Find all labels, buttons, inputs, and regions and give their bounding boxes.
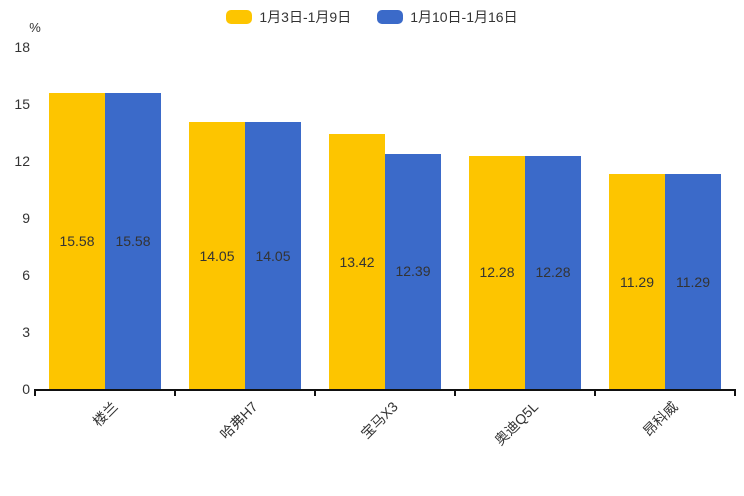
bar-series2-group3: 12.39: [385, 153, 441, 389]
x-axis-line: [35, 389, 736, 391]
legend-item-week1[interactable]: 1月3日-1月9日: [226, 8, 351, 26]
bar-value-label: 15.58: [59, 232, 95, 249]
y-axis-tick-label: 6: [22, 267, 30, 283]
x-axis-category-label: 昂科威: [639, 398, 681, 440]
bar-value-label: 11.29: [676, 273, 710, 290]
legend-label-week2: 1月10日-1月16日: [410, 9, 518, 25]
x-axis-tick-mark: [34, 389, 36, 396]
legend-label-week1: 1月3日-1月9日: [259, 9, 352, 25]
x-axis-tick-mark: [314, 389, 316, 396]
bar-series2-group4: 12.28: [525, 155, 581, 389]
bar-value-label: 15.58: [115, 232, 151, 249]
bar-value-label: 12.28: [535, 264, 571, 281]
y-axis-tick-label: 0: [22, 381, 30, 397]
bar-series1-group5: 11.29: [609, 174, 665, 389]
legend-swatch-week2-icon: [377, 10, 404, 24]
x-axis-category-label: 宝马X3: [357, 398, 401, 442]
bar-value-label: 13.42: [339, 253, 375, 270]
y-axis-tick-label: 18: [14, 39, 30, 55]
x-axis-category-label: 楼兰: [89, 398, 121, 430]
bar-series2-group5: 11.29: [665, 174, 721, 389]
x-axis-category-label: 哈弗H7: [216, 398, 261, 443]
bar-value-label: 12.28: [479, 264, 515, 281]
bar-value-label: 14.05: [199, 247, 235, 264]
bar-series1-group2: 14.05: [189, 122, 245, 389]
x-axis-tick-mark: [454, 389, 456, 396]
bar-value-label: 11.29: [620, 273, 654, 290]
bar-series2-group1: 15.58: [105, 92, 161, 389]
x-axis-tick-mark: [174, 389, 176, 396]
bar-series1-group1: 15.58: [49, 92, 105, 389]
x-axis-tick-mark: [734, 389, 736, 396]
x-axis-category-label: 奥迪Q5L: [490, 398, 541, 449]
bar-value-label: 14.05: [255, 247, 291, 264]
y-axis-tick-label: 15: [14, 96, 30, 112]
bar-value-label: 12.39: [395, 263, 431, 280]
bar-series1-group4: 12.28: [469, 155, 525, 389]
y-axis-unit-label: %: [29, 20, 41, 35]
bar-series2-group2: 14.05: [245, 122, 301, 389]
x-axis-tick-mark: [594, 389, 596, 396]
legend: 1月3日-1月9日 1月10日-1月16日: [0, 8, 744, 26]
y-axis-tick-label: 9: [22, 210, 30, 226]
y-axis-tick-label: 12: [14, 153, 30, 169]
bar-series1-group3: 13.42: [329, 134, 385, 389]
legend-item-week2[interactable]: 1月10日-1月16日: [377, 8, 518, 26]
y-axis-tick-label: 3: [22, 324, 30, 340]
legend-swatch-week1-icon: [226, 10, 253, 24]
